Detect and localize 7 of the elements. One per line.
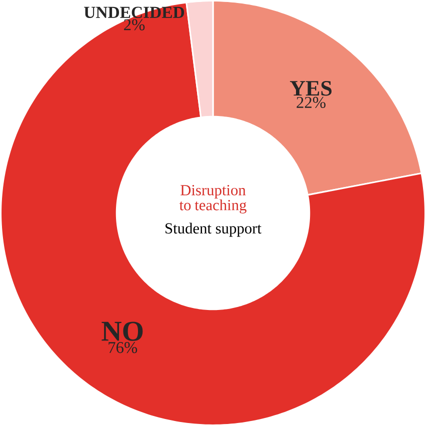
slice-label: NO: [102, 322, 143, 341]
data-label: 2%: [124, 19, 145, 30]
data-label: 22%: [296, 96, 326, 108]
text: Disruption to teaching: [179, 185, 246, 214]
text: Student support: [166, 222, 262, 237]
data-label: 76%: [108, 342, 138, 354]
slice-label: YES: [290, 80, 332, 96]
